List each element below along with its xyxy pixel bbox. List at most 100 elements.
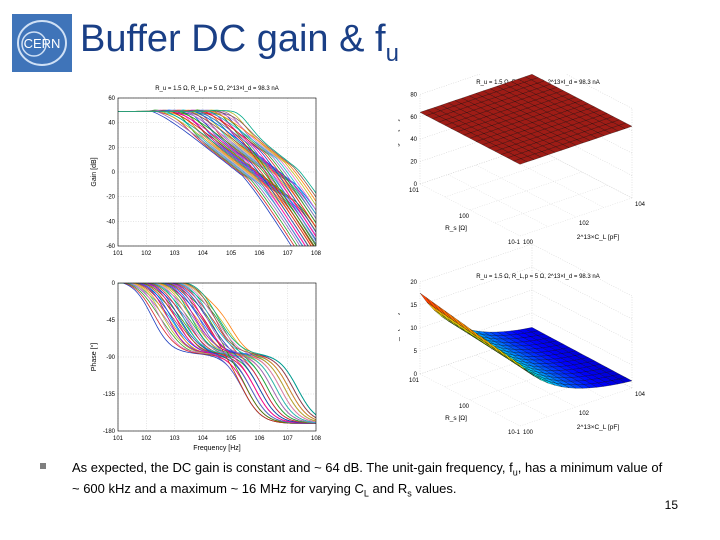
x-tick-label: 107 (283, 436, 294, 442)
plot-frame (117, 97, 317, 247)
x-tick-label: 107 (283, 251, 294, 257)
series-line (118, 283, 316, 419)
y-axis-label: Phase [°] (90, 343, 98, 372)
title-subscript: u (385, 40, 399, 67)
grid-line-z (419, 243, 633, 297)
y-tick-label: 102 (579, 411, 590, 417)
z-tick-label: 0 (414, 182, 418, 188)
x-tick-label: 101 (113, 436, 124, 442)
cern-logo: CERN (12, 14, 72, 72)
plot-title: R_u = 1.5 Ω, R_L,p = 5 Ω, 2^13×I_d = 98.… (476, 274, 600, 280)
curve-group (118, 109, 316, 246)
y-tick-label: 20 (108, 145, 115, 151)
y-axis-label: 2^13×C_L [pF] (577, 234, 620, 241)
z-tick-label: 40 (410, 137, 417, 143)
series-line (118, 283, 316, 424)
series-line (118, 109, 298, 246)
caption-text: As expected, the DC gain is constant and… (72, 460, 672, 501)
floor-grid (475, 164, 577, 218)
z-axis-label: f_u [MHz] (398, 313, 400, 343)
z-tick-label: 0 (414, 372, 418, 378)
bullet-marker (40, 463, 46, 469)
dc-gain-surface: R_u = 1.5 Ω, R_L,p = 5 Ω, 2^13×I_d = 98.… (398, 74, 646, 246)
caption-part1: As expected, the DC gain is constant and… (72, 460, 513, 475)
x-axis-label: R_s [Ω] (445, 415, 467, 422)
y-tick-label: 0 (112, 281, 116, 287)
series-line (118, 283, 316, 424)
x-tick-label: 102 (141, 251, 152, 257)
y-axis-label: Gain [dB] (91, 157, 98, 186)
x-tick-label: 10-1 (508, 240, 521, 246)
curve-group (118, 283, 316, 424)
x-tick-label: 103 (170, 251, 181, 257)
y-tick-label: 100 (523, 430, 534, 436)
series-line (118, 283, 316, 423)
y-tick-label: -45 (106, 318, 115, 324)
y-tick-label: -180 (103, 429, 116, 435)
x-tick-label: 104 (198, 436, 209, 442)
x-tick-label: 100 (459, 404, 470, 410)
y-tick-label: 0 (112, 170, 116, 176)
x-tick-label: 10-1 (508, 430, 521, 436)
surface-patch (419, 292, 434, 307)
x-tick-label: 106 (254, 251, 265, 257)
x-tick-label: 105 (226, 251, 237, 257)
page-number: 15 (664, 498, 678, 512)
z-tick-label: 5 (414, 349, 418, 355)
bode-plots: R_u = 1.5 Ω, R_L,p = 5 Ω, 2^13×I_d = 98.… (90, 86, 322, 452)
series-line (118, 283, 316, 416)
x-tick-label: 108 (311, 436, 322, 442)
x-axis-label: R_s [Ω] (445, 225, 467, 232)
x-tick-label: 101 (409, 188, 420, 194)
x-tick-label: 105 (226, 436, 237, 442)
series-line (118, 109, 303, 246)
y-tick-label: 104 (635, 202, 646, 208)
x-tick-label: 106 (254, 436, 265, 442)
surface-patch (513, 158, 528, 165)
z-axis-label: DC gain [dB] (398, 119, 400, 159)
series-line (118, 283, 316, 424)
caption-part4: values. (411, 480, 457, 496)
floor-grid (494, 184, 608, 224)
x-tick-label: 101 (409, 378, 420, 384)
surface-patches (419, 292, 633, 389)
series-line (118, 283, 316, 424)
caption-part2: , has a minimum value of ~ 600 kHz and a… (72, 460, 663, 496)
grid-line-z (419, 266, 633, 320)
series-line (118, 283, 316, 421)
surface-patch (513, 359, 528, 372)
z-tick-label: 80 (410, 92, 417, 98)
z-tick-label: 60 (410, 115, 417, 121)
series-line (118, 283, 316, 424)
gain-plot: R_u = 1.5 Ω, R_L,p = 5 Ω, 2^13×I_d = 98.… (91, 86, 322, 257)
y-tick-label: 40 (108, 121, 115, 127)
z-tick-label: 10 (410, 326, 417, 332)
series-line (118, 283, 316, 422)
caption-sub-l: L (363, 488, 369, 499)
x-tick-label: 104 (198, 251, 209, 257)
z-tick-label: 20 (410, 160, 417, 166)
series-line (118, 109, 316, 194)
caption-part3: and R (368, 480, 408, 496)
y-tick-label: 102 (579, 221, 590, 227)
y-tick-label: 100 (523, 240, 534, 246)
surface-patches (419, 74, 633, 165)
title-main: Buffer DC gain & f (80, 18, 386, 60)
y-axis-label: 2^13×C_L [pF] (577, 424, 620, 431)
y-tick-label: -40 (106, 219, 115, 225)
series-line (118, 110, 316, 228)
y-tick-label: -60 (106, 244, 115, 250)
series-line (118, 283, 316, 424)
z-tick-label: 15 (410, 303, 417, 309)
series-line (118, 110, 316, 237)
x-tick-label: 108 (311, 251, 322, 257)
y-tick-label: 60 (108, 96, 115, 102)
y-tick-label: -20 (106, 195, 115, 201)
series-line (118, 283, 316, 423)
series-line (118, 283, 316, 424)
y-tick-label: 104 (635, 392, 646, 398)
y-tick-label: -135 (103, 392, 116, 398)
y-tick-label: -90 (106, 355, 115, 361)
x-tick-label: 101 (113, 251, 124, 257)
page-title: Buffer DC gain & fu (80, 18, 399, 68)
